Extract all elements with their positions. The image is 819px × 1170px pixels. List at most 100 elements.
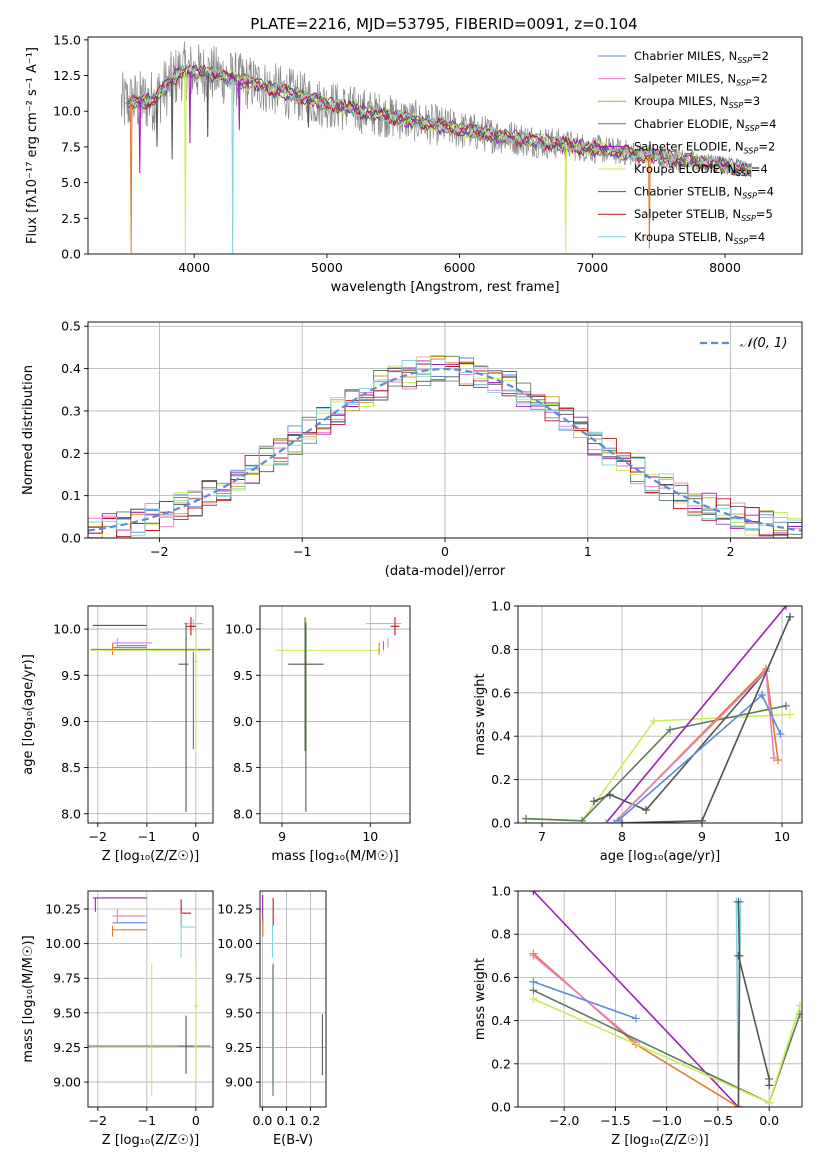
errorbar-point — [390, 617, 400, 636]
residual-histogram — [88, 362, 802, 538]
x-tick-label: 7000 — [576, 260, 608, 275]
y-tick-label: 0.4 — [61, 361, 81, 376]
y-tick-label: 9.5 — [233, 668, 253, 683]
x-axis-label: (data-model)/error — [385, 564, 506, 579]
absorption-line — [564, 144, 568, 253]
y-tick-label: 0.8 — [491, 642, 511, 657]
y-axis-label: mass weight — [473, 958, 488, 1040]
errorbar-point — [178, 1015, 194, 1074]
mass-weight-point — [590, 797, 598, 806]
x-tick-label: 0 — [192, 1113, 200, 1128]
y-tick-label: 8.5 — [61, 760, 81, 775]
y-tick-label: 10.25 — [45, 902, 81, 917]
mass-weight-point — [734, 897, 743, 906]
y-tick-label: 8.5 — [233, 760, 253, 775]
legend-nssp-eq: = — [751, 72, 761, 86]
y-tick-label: 9.5 — [61, 668, 81, 683]
legend-nssp-label: , N — [728, 139, 744, 153]
y-tick-label: 1.0 — [491, 599, 511, 614]
axes-frame — [259, 605, 411, 824]
x-tick-label: 0.2 — [300, 1113, 320, 1128]
errorbar-point — [92, 897, 147, 912]
legend-nssp-value: 4 — [767, 185, 774, 199]
legend-nssp-eq: = — [758, 139, 768, 153]
y-tick-label: 7.5 — [61, 139, 81, 154]
axes-frame — [517, 605, 803, 824]
legend-nssp-label: , N — [720, 72, 736, 86]
legend-model-name: Salpeter ELODIE — [634, 139, 728, 153]
y-tick-label: 0.4 — [491, 729, 511, 744]
mass-weight-point — [786, 710, 794, 719]
y-tick-label: 9.50 — [225, 1005, 253, 1020]
mass-vs-ebv-panel: 0.0 0.1 0.2 9.00 9.25 9.50 9.75 10.00 10.25 E(B-V… — [217, 890, 327, 1148]
y-axis-label: mass [log₁₀(M/M☉)] — [21, 935, 36, 1062]
mass-weight-point — [614, 816, 622, 823]
errorbar-point — [193, 633, 199, 754]
y-tick-label: 9.75 — [53, 971, 81, 986]
mass-weight-point — [698, 816, 706, 823]
mass-weight-line — [533, 980, 637, 1020]
x-tick-label: 7 — [538, 829, 546, 844]
x-tick-label: −1 — [293, 544, 311, 559]
mass-weight-point — [782, 701, 790, 710]
absorption-line — [237, 80, 241, 131]
y-tick-label: 1.0 — [491, 884, 511, 899]
y-tick-label: 10.00 — [217, 936, 253, 951]
y-tick-label: 0.2 — [491, 1056, 511, 1071]
legend-nssp-value: 3 — [753, 94, 760, 108]
age-vs-mass-panel: 9 10 8.0 8.5 9.0 9.5 10.0 mass [log₁₀(M/M☉)] — [225, 605, 411, 864]
legend-model-name: Chabrier MILES — [634, 49, 721, 63]
x-axis-label: age [log₁₀(age/yr)] — [600, 849, 721, 864]
legend-model-name: Kroupa MILES — [634, 94, 713, 108]
y-tick-label: 2.5 — [61, 211, 81, 226]
axes-frame — [87, 36, 803, 255]
legend-nssp-subscript: SSP — [734, 237, 749, 246]
mass-weight-line — [621, 616, 791, 823]
mass-weight-point — [631, 1014, 640, 1023]
age-vs-metallicity-panel: −2 −1 0 8.0 8.5 9.0 9.5 10.0 Z [log₁₀(Z/Z☉)] age … — [21, 605, 214, 864]
x-tick-label: 0 — [441, 544, 449, 559]
legend-nssp-subscript: SSP — [742, 192, 757, 201]
legend-nssp-label: , N — [721, 49, 737, 63]
residual-histogram-panel: 𝒩(0, 1) −2 −1 0 1 2 0.0 0.1 0.2 0.3 0.4 0.5 (data-mo… — [21, 319, 803, 579]
legend-nssp-subscript: SSP — [736, 79, 751, 88]
y-tick-label: 0.8 — [491, 927, 511, 942]
legend-entry: Chabrier STELIB, NSSP=4 — [634, 185, 774, 201]
errorbar-point — [178, 622, 189, 812]
x-tick-label: 9 — [698, 829, 706, 844]
legend-entry: Chabrier MILES, NSSP=2 — [634, 49, 769, 65]
mass-weight-point — [529, 986, 538, 995]
mass-weight-point — [529, 977, 538, 986]
y-axis-label: Flux [fλ10⁻¹⁷ erg cm⁻² s⁻¹ A⁻¹] — [25, 47, 40, 244]
x-tick-label: 0.0 — [252, 1113, 272, 1128]
errorbar-point — [180, 899, 191, 927]
axes-frame — [87, 890, 214, 1108]
mass-weight-point — [734, 1103, 743, 1107]
absorption-line — [155, 96, 159, 147]
x-tick-label: 10 — [774, 829, 790, 844]
x-tick-label: −1 — [138, 1113, 156, 1128]
plot-area — [522, 606, 794, 823]
mass-weight-vs-age-panel: 7 8 9 10 0.0 0.2 0.4 0.6 0.8 1.0 age [log₁₀(age/yr… — [473, 599, 803, 864]
mass-weight-point — [642, 805, 650, 814]
mass-weight-point — [765, 1081, 774, 1090]
mass-weight-point — [606, 790, 614, 799]
x-axis-label: Z [log₁₀(Z/Z☉)] — [102, 1133, 199, 1148]
plot-area — [88, 355, 802, 538]
x-tick-label: −2 — [150, 544, 168, 559]
mass-weight-point — [770, 753, 778, 762]
mass-weight-line — [525, 713, 791, 822]
absorption-line — [231, 78, 234, 254]
legend-nssp-label: , N — [725, 207, 741, 221]
y-tick-label: 0.1 — [61, 488, 81, 503]
legend-entry: Kroupa ELODIE, NSSP=4 — [634, 162, 768, 178]
y-tick-label: 9.0 — [233, 714, 253, 729]
y-tick-label: 10.25 — [217, 902, 253, 917]
mass-weight-point — [758, 690, 766, 699]
absorption-line — [138, 101, 142, 174]
mass-weight-point — [666, 725, 674, 734]
mass-weight-point — [529, 951, 538, 960]
legend: 𝒩(0, 1) — [700, 336, 787, 351]
